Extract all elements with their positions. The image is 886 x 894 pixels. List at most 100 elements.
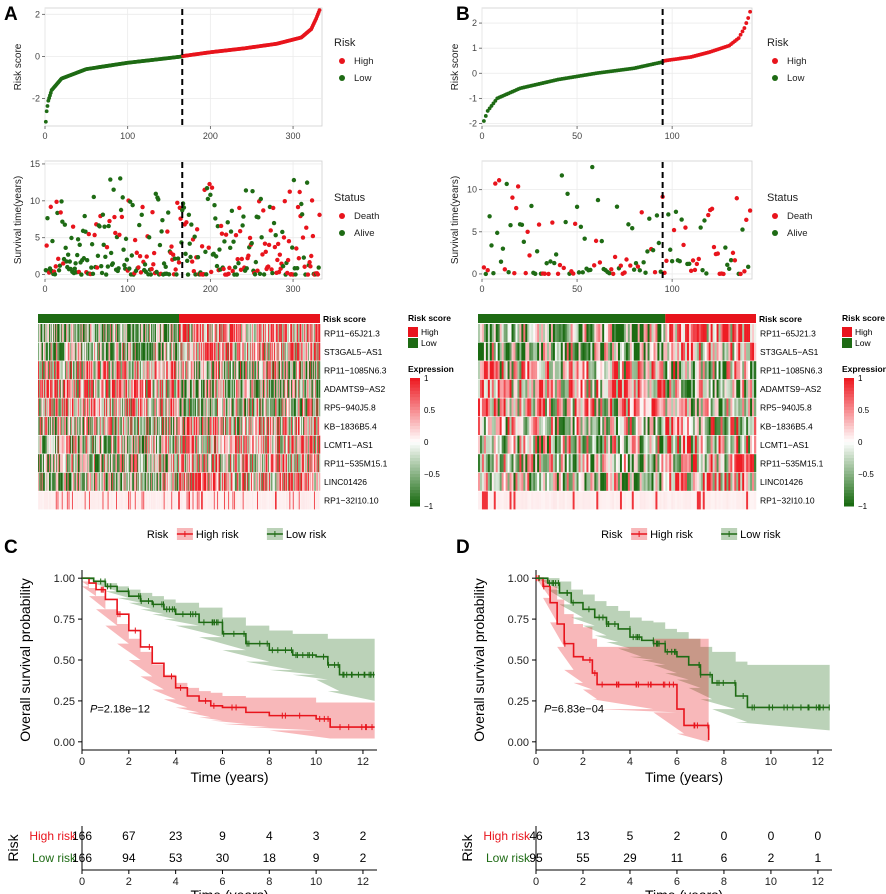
heatmap-cell [582,324,585,342]
heatmap-cell [99,342,101,361]
heatmap-cell [314,417,316,435]
status-point-alive [669,259,675,264]
heatmap-cell [74,417,76,435]
heatmap-cell [235,491,238,510]
heatmap-cell [73,342,75,361]
heatmap-cell [190,454,192,473]
heatmap-cell [42,417,44,435]
heatmap-cell [144,417,146,435]
status-point-death [266,242,272,248]
heatmap-cell [224,398,226,417]
heatmap-cell [179,472,181,491]
heatmap-cell [264,491,266,510]
heatmap-cell [194,435,196,454]
heatmap-cell [164,398,166,417]
expression-legend-bar-segment [410,413,420,417]
heatmap-cell [107,491,109,510]
heatmap-cell [190,435,192,454]
heatmap-cell [195,379,198,398]
status-point-alive [301,255,307,260]
heatmap-cell [60,472,63,491]
heatmap-cell [119,435,121,454]
status-point-death [715,251,720,256]
heatmap-cell [108,379,110,398]
risk-point-low [483,114,488,118]
heatmap-cell [213,361,215,380]
heatmap-cell [280,491,283,510]
heatmap-cell [242,342,244,361]
heatmap-cell [130,454,132,473]
heatmap-cell [537,342,540,361]
heatmap-cell [244,379,246,398]
heatmap-cell [316,379,318,398]
heatmap-cell [274,417,277,435]
heatmap-cell [55,417,57,435]
heatmap-cell [141,324,143,342]
heatmap-cell [93,324,95,342]
heatmap-cell [245,417,247,435]
heatmap-cell [104,361,106,380]
heatmap-cell [109,379,111,398]
heatmap-cell [223,379,225,398]
heatmap-cell [163,379,165,398]
heatmap-cell [186,435,188,454]
heatmap-cell [67,435,69,454]
heatmap-cell [288,454,290,473]
heatmap-cell [606,324,609,342]
heatmap-cell [507,379,510,398]
heatmap-cell [241,379,243,398]
heatmap-cell [158,472,160,491]
heatmap-cell [190,324,192,342]
heatmap-cell [179,342,181,361]
heatmap-cell [517,379,520,398]
heatmap-cell [192,491,194,510]
heatmap-cell [133,379,135,398]
expression-legend-bar-segment [410,403,420,408]
heatmap-cell [64,435,66,454]
heatmap-cell [112,342,114,361]
heatmap-cell [661,342,664,361]
heatmap-cell [608,342,611,361]
heatmap-cell [280,361,283,380]
expression-legend-bar-segment [410,381,420,385]
heatmap-cell [238,491,240,510]
heatmap-cell [242,454,244,473]
heatmap-cell [100,361,102,380]
heatmap-cell [105,491,108,510]
status-point-alive [121,247,126,252]
heatmap-cell [566,324,569,342]
status-point-alive [186,212,192,218]
heatmap-cell [139,435,142,454]
heatmap-cell [173,324,176,342]
heatmap-cell [188,472,190,491]
heatmap-cell [275,324,277,342]
heatmap-cell [527,379,530,398]
heatmap-cell [116,491,119,510]
heatmap-cell [135,472,137,491]
heatmap-cell [103,398,105,417]
heatmap-cell [139,379,141,398]
heatmap-cell [146,324,148,342]
status-point-death [262,241,268,246]
heatmap-cell [109,472,111,491]
heatmap-cell [748,361,751,380]
heatmap-cell [294,398,296,417]
heatmap-cell [165,491,167,510]
heatmap-cell [226,398,228,417]
heatmap-cell [117,454,119,473]
heatmap-cell [497,324,500,342]
heatmap-cell [318,472,320,491]
heatmap-cell [481,342,485,361]
heatmap-cell [299,491,301,510]
heatmap-cell [134,472,136,491]
heatmap-cell [114,398,116,417]
heatmap-cell [123,454,125,473]
heatmap-cell [191,379,193,398]
heatmap-cell [287,491,289,510]
heatmap-cell [146,361,148,380]
heatmap-cell [286,379,288,398]
heatmap-cell [146,417,148,435]
heatmap-cell [52,435,54,454]
heatmap-cell [168,417,170,435]
heatmap-cell [137,417,139,435]
